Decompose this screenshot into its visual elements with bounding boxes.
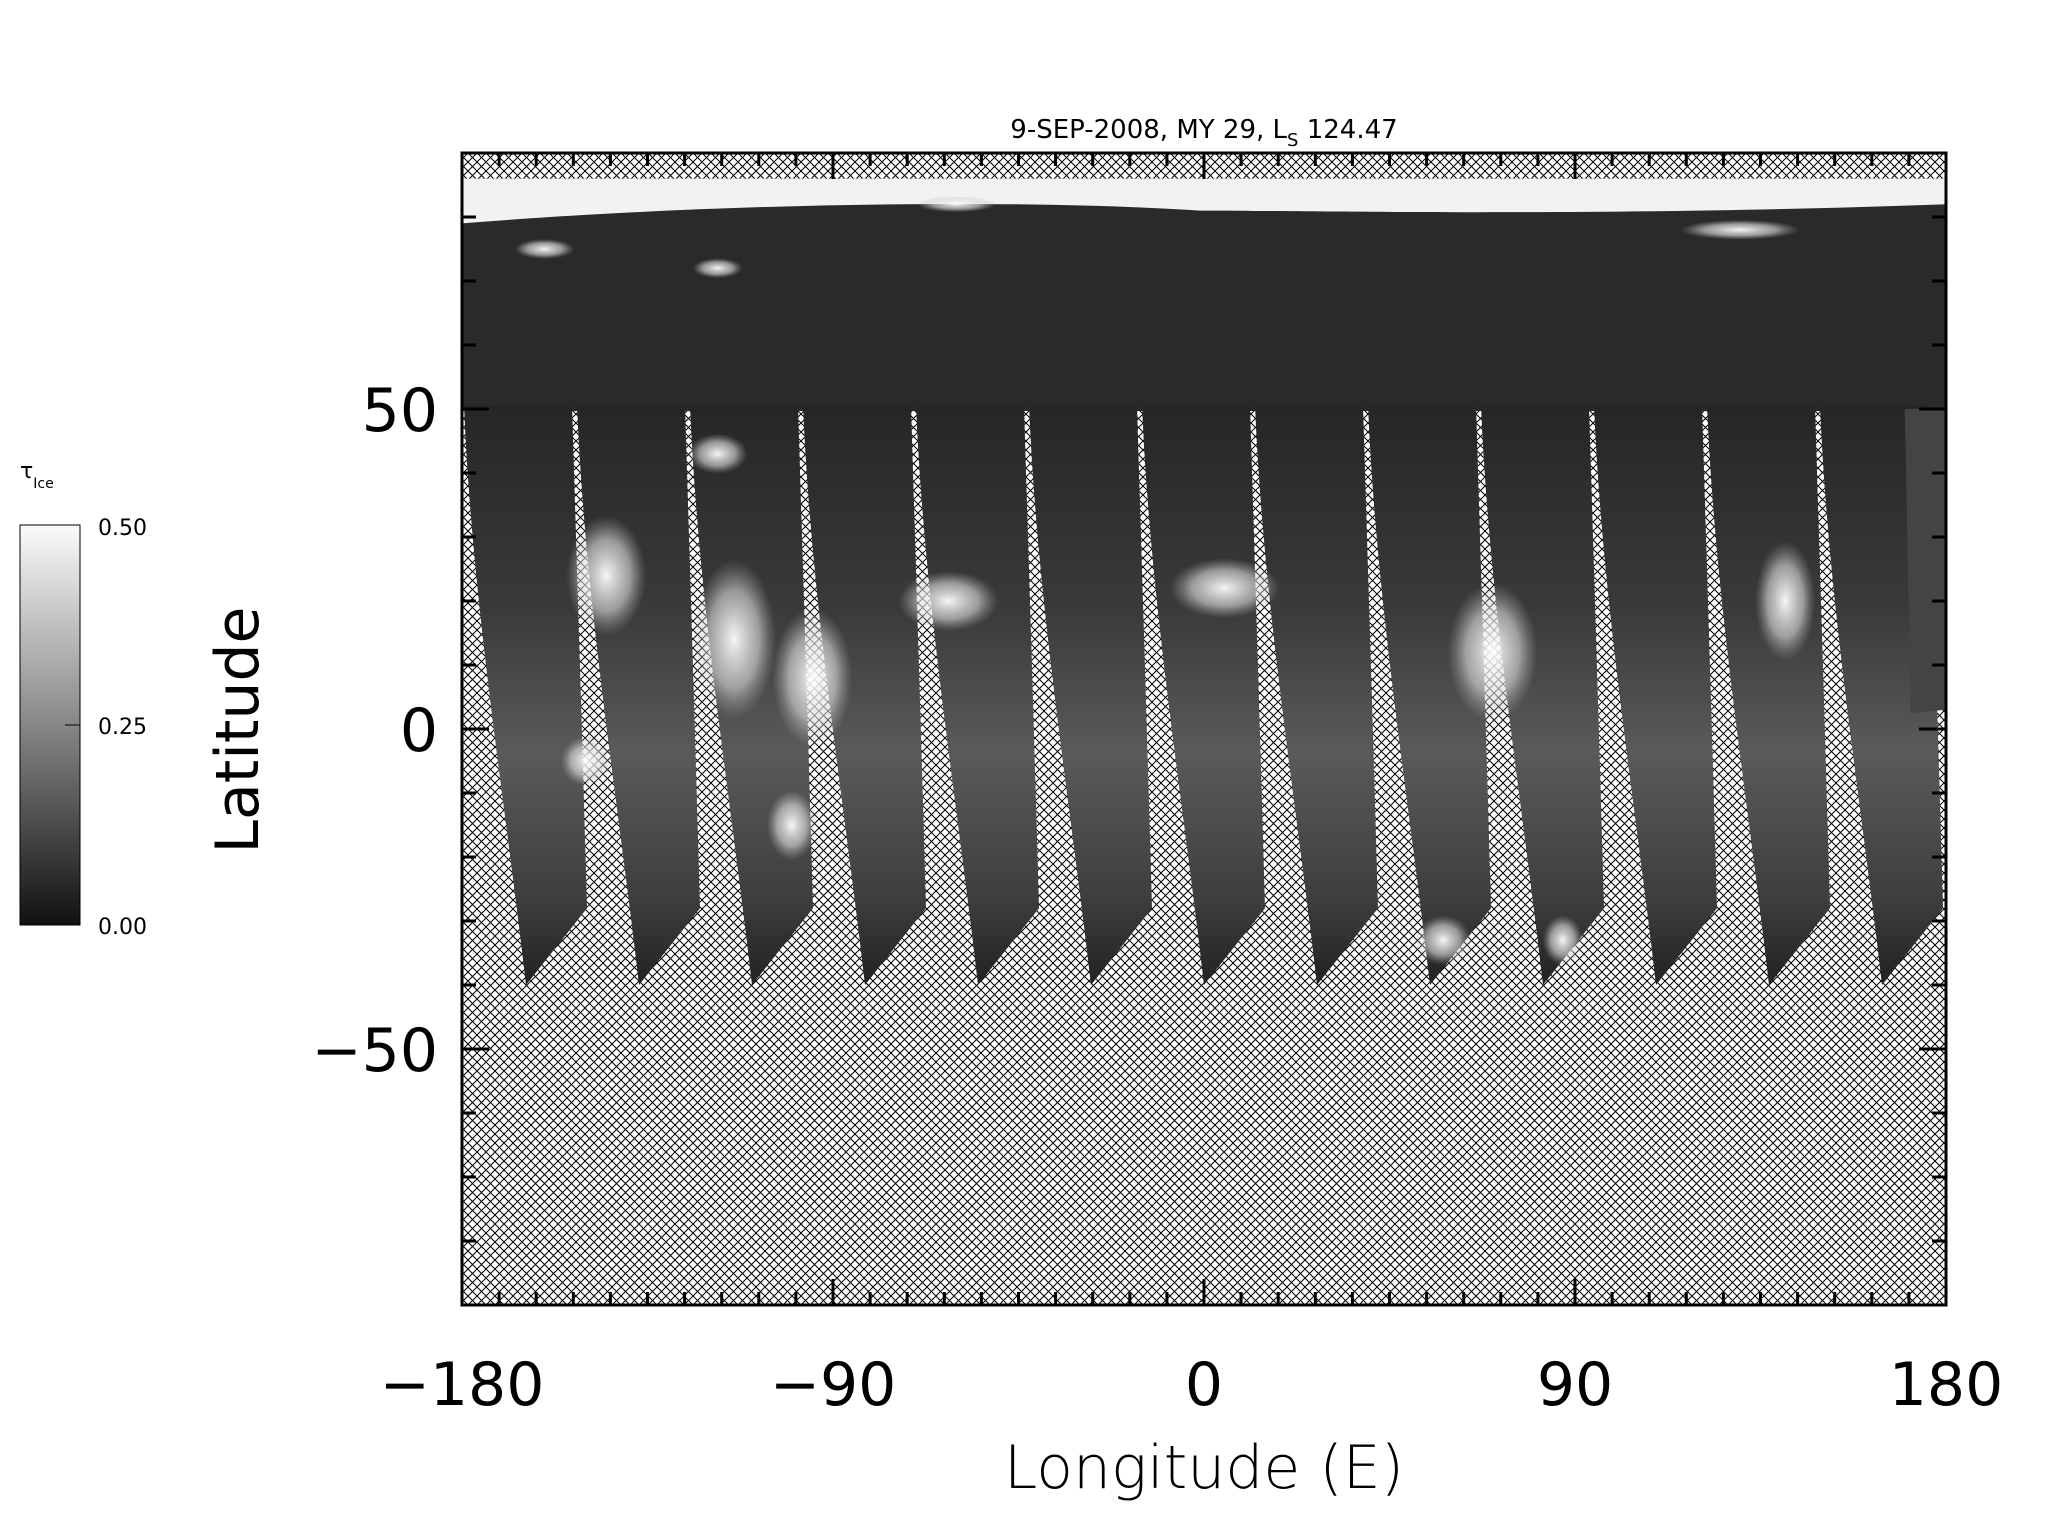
north-polar-cap — [462, 178, 1946, 224]
orbit-swath — [1481, 405, 1604, 985]
orbit-swath — [1594, 405, 1717, 985]
polar-ice-patch — [1679, 219, 1800, 240]
orbit-swath — [916, 405, 1039, 985]
orbit-swath — [1255, 405, 1378, 985]
x-axis-label: Longitude (E) — [1004, 1433, 1404, 1503]
x-tick-label: 90 — [1537, 1350, 1613, 1420]
colorbar-tick-label-max: 0.50 — [98, 516, 147, 541]
orbit-swath — [1368, 405, 1491, 985]
orbit-swath — [1029, 405, 1152, 985]
x-tick-label: −90 — [770, 1350, 897, 1420]
northern-continuous-coverage — [462, 178, 1946, 411]
ice-cloud-region — [687, 433, 748, 474]
x-tick-label: 0 — [1185, 1350, 1223, 1420]
x-tick-label: 180 — [1889, 1350, 2004, 1420]
ice-cloud-region — [692, 559, 777, 720]
y-tick-label: 0 — [400, 696, 438, 766]
ice-cloud-region — [1755, 541, 1816, 661]
ice-cloud-region — [766, 790, 817, 860]
ice-cloud-region — [566, 515, 647, 636]
colorbar-tick-label-mid: 0.25 — [98, 715, 147, 740]
ice-cloud-region — [1415, 915, 1472, 966]
ice-cloud-region — [560, 736, 611, 786]
colorbar-tick-label-min: 0.00 — [98, 915, 147, 940]
ice-cloud-region — [1447, 582, 1538, 723]
polar-ice-patch — [692, 258, 743, 279]
orbit-swath — [464, 405, 587, 985]
y-tick-label: 50 — [362, 376, 438, 446]
y-axis-label: Latitude — [203, 607, 273, 854]
chart-title: 9-SEP-2008, MY 29, LS 124.47 — [1010, 115, 1397, 151]
polar-ice-patch — [916, 196, 997, 213]
polar-ice-patch — [514, 239, 575, 259]
x-tick-label: −180 — [380, 1350, 545, 1420]
y-tick-label: −50 — [311, 1016, 438, 1086]
orbit-swath — [803, 405, 926, 985]
colorbar-label: τIce — [20, 459, 54, 492]
ice-cloud-region — [1542, 915, 1583, 966]
orbit-swath — [1142, 405, 1265, 985]
ice-cloud-region — [1169, 558, 1280, 619]
orbit-swath — [1904, 409, 1946, 713]
ice-cloud-region — [898, 571, 999, 631]
ice-cloud-region — [772, 607, 853, 748]
